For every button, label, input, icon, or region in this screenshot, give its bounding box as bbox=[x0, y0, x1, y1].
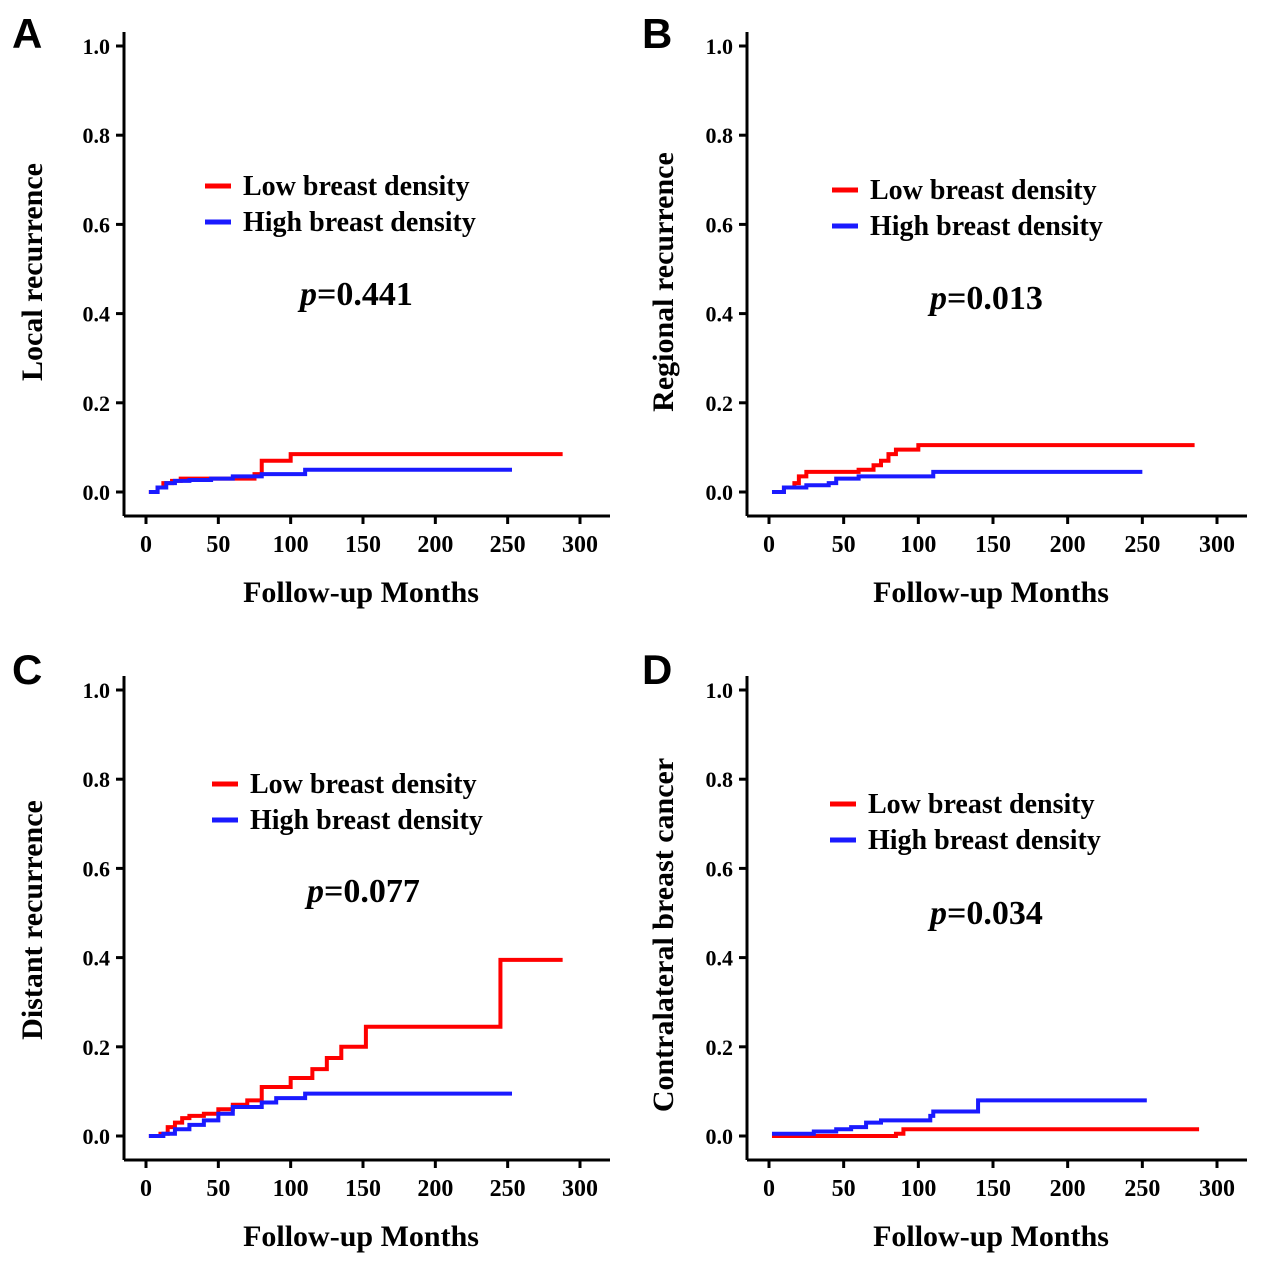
p-value-a: p=0.441 bbox=[297, 276, 413, 313]
y-tick-label: 1.0 bbox=[83, 34, 111, 59]
high-density-curve bbox=[771, 1098, 1147, 1136]
x-tick-label: 50 bbox=[832, 532, 856, 558]
y-tick-label: 0.6 bbox=[83, 856, 111, 881]
panel-b: B 0.0 0.2 0.4 0.6 0.8 1.0 0 50 100 150 200 250 300 L… bbox=[642, 10, 1247, 609]
y-tick-label: 1.0 bbox=[706, 34, 734, 59]
x-tick-label: 0 bbox=[140, 532, 152, 558]
high-density-curve bbox=[148, 1091, 513, 1138]
x-tick-label: 200 bbox=[417, 532, 453, 558]
x-tick-label: 100 bbox=[273, 532, 309, 558]
high-density-curve bbox=[148, 467, 513, 494]
low-density-curve bbox=[771, 443, 1195, 494]
panel-c: C 0.0 0.2 0.4 0.6 0.8 1.0 0 50 100 150 200 250 300 L… bbox=[12, 646, 610, 1253]
y-tick-label: 0.2 bbox=[706, 1035, 734, 1060]
x-tick-label: 0 bbox=[140, 1176, 152, 1202]
x-tick-label: 150 bbox=[345, 532, 381, 558]
x-tick-label: 150 bbox=[975, 1176, 1011, 1202]
y-tick-label: 0.8 bbox=[706, 767, 734, 792]
y-tick-label: 0.4 bbox=[83, 946, 111, 971]
x-tick-label: 250 bbox=[490, 1176, 526, 1202]
high-density-curve bbox=[771, 469, 1143, 494]
x-tick-label: 200 bbox=[417, 1176, 453, 1202]
x-tick-label: 200 bbox=[1050, 532, 1086, 558]
y-tick-label: 0.4 bbox=[706, 302, 734, 327]
panel-letter-b: B bbox=[642, 10, 672, 57]
y-tick-label: 0.6 bbox=[706, 212, 734, 237]
panel-d: D 0.0 0.2 0.4 0.6 0.8 1.0 0 50 100 150 200 250 300 L… bbox=[642, 646, 1247, 1253]
y-tick-label: 0.0 bbox=[706, 1124, 734, 1149]
legend-label-low: Low breast density bbox=[868, 789, 1095, 820]
y-tick-label: 0.8 bbox=[706, 123, 734, 148]
x-tick-label: 150 bbox=[975, 532, 1011, 558]
y-tick-label: 0.0 bbox=[83, 480, 111, 505]
x-tick-label: 250 bbox=[1124, 532, 1160, 558]
x-tick-label: 0 bbox=[763, 532, 775, 558]
y-axis-title-b: Regional recurrence bbox=[647, 152, 680, 412]
x-tick-label: 0 bbox=[763, 1176, 775, 1202]
low-density-curve bbox=[148, 957, 563, 1138]
p-value-c: p=0.077 bbox=[304, 873, 420, 910]
panel-letter-a: A bbox=[12, 10, 42, 57]
panel-a: A 0.0 0.2 0.4 0.6 0.8 1.0 0 50 100 150 200 250 300 L… bbox=[12, 10, 610, 609]
y-axis-title-a: Local recurrence bbox=[16, 163, 49, 381]
y-tick-label: 0.2 bbox=[706, 391, 734, 416]
y-tick-label: 0.8 bbox=[83, 123, 111, 148]
y-tick-label: 0.4 bbox=[83, 302, 111, 327]
y-tick-label: 0.0 bbox=[706, 480, 734, 505]
x-tick-label: 50 bbox=[206, 1176, 230, 1202]
y-tick-label: 0.6 bbox=[83, 212, 111, 237]
x-axis-title-a: Follow-up Months bbox=[243, 576, 479, 609]
y-tick-label: 1.0 bbox=[83, 678, 111, 703]
x-tick-label: 250 bbox=[490, 532, 526, 558]
y-tick-label: 1.0 bbox=[706, 678, 734, 703]
legend-label-low: Low breast density bbox=[243, 171, 470, 202]
y-tick-label: 0.0 bbox=[83, 1124, 111, 1149]
x-tick-label: 150 bbox=[345, 1176, 381, 1202]
legend-label-low: Low breast density bbox=[250, 769, 477, 800]
legend-label-low: Low breast density bbox=[870, 175, 1097, 206]
x-tick-label: 300 bbox=[562, 1176, 598, 1202]
legend-label-high: High breast density bbox=[243, 207, 476, 238]
x-tick-label: 300 bbox=[562, 532, 598, 558]
y-tick-label: 0.2 bbox=[83, 391, 111, 416]
x-tick-label: 100 bbox=[900, 532, 936, 558]
y-tick-label: 0.4 bbox=[706, 946, 734, 971]
x-axis-title-c: Follow-up Months bbox=[243, 1220, 479, 1253]
y-axis-title-c: Distant recurrence bbox=[16, 800, 49, 1040]
p-value-d: p=0.034 bbox=[927, 895, 1043, 932]
x-axis-title-b: Follow-up Months bbox=[873, 576, 1109, 609]
x-axis-title-d: Follow-up Months bbox=[873, 1220, 1109, 1253]
x-tick-label: 50 bbox=[206, 532, 230, 558]
x-tick-label: 200 bbox=[1050, 1176, 1086, 1202]
x-tick-label: 300 bbox=[1199, 532, 1235, 558]
x-tick-label: 250 bbox=[1124, 1176, 1160, 1202]
p-value-b: p=0.013 bbox=[927, 280, 1043, 317]
legend-label-high: High breast density bbox=[868, 825, 1101, 856]
y-tick-label: 0.6 bbox=[706, 856, 734, 881]
panel-letter-c: C bbox=[12, 646, 42, 693]
low-density-curve bbox=[771, 1127, 1200, 1138]
x-tick-label: 100 bbox=[273, 1176, 309, 1202]
y-tick-label: 0.8 bbox=[83, 767, 111, 792]
x-tick-label: 100 bbox=[900, 1176, 936, 1202]
low-density-curve bbox=[148, 452, 563, 494]
legend-label-high: High breast density bbox=[870, 211, 1103, 242]
panel-letter-d: D bbox=[642, 646, 672, 693]
x-tick-label: 300 bbox=[1199, 1176, 1235, 1202]
y-tick-label: 0.2 bbox=[83, 1035, 111, 1060]
x-tick-label: 50 bbox=[832, 1176, 856, 1202]
y-axis-title-d: Contralateral breast cancer bbox=[647, 758, 680, 1112]
legend-label-high: High breast density bbox=[250, 805, 483, 836]
